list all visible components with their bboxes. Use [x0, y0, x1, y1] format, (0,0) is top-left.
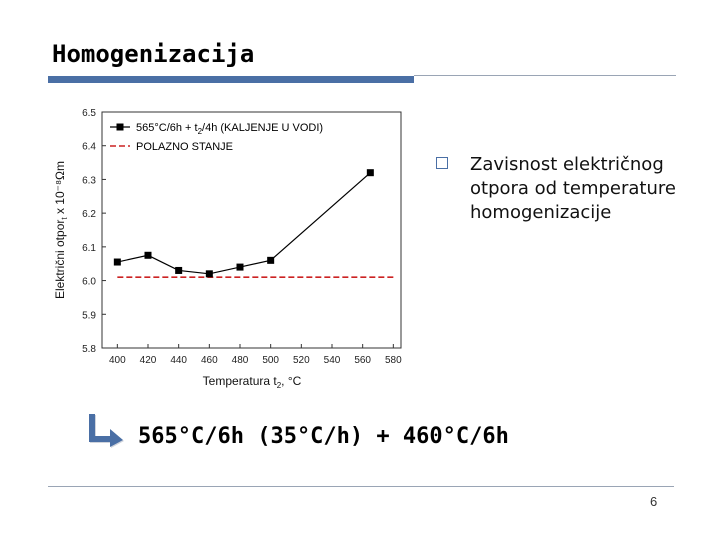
- data-point: [144, 251, 152, 259]
- resistivity-chart: 5.8 5.9 6.0 6.1 6.2 6.3 6.4 6.5 400 420 440 460 480…: [53, 108, 402, 390]
- page-number: 6: [650, 494, 658, 509]
- data-point: [113, 258, 121, 266]
- y-tick-label: 5.9: [82, 310, 96, 321]
- plot-frame: [101, 111, 402, 349]
- x-tick-label: 580: [385, 355, 402, 366]
- legend-main-marker: [116, 123, 124, 131]
- bullet-square-icon: [436, 157, 448, 169]
- x-tick-label: 520: [293, 355, 310, 366]
- legend: 565°C/6h + t2/4h (KALJENJE U VODI) POLAZ…: [110, 122, 323, 153]
- x-tick-label: 480: [232, 355, 249, 366]
- heat-treatment-formula: 565°C/6h (35°C/h) + 460°C/6h: [138, 424, 509, 449]
- y-tick-label: 6.3: [82, 175, 96, 186]
- y-tick-label: 6.5: [82, 108, 96, 119]
- x-axis-label: Temperatura t2, °C: [203, 374, 302, 390]
- bullet-text: Zavisnost električnog otpora od temperat…: [470, 154, 676, 223]
- y-axis-ticks: 5.8 5.9 6.0 6.1 6.2 6.3 6.4 6.5: [82, 108, 106, 355]
- y-tick-label: 6.1: [82, 243, 96, 254]
- x-tick-label: 560: [354, 355, 371, 366]
- data-point: [205, 270, 213, 278]
- y-tick-label: 5.8: [82, 344, 96, 355]
- legend-main-label: 565°C/6h + t2/4h (KALJENJE U VODI): [136, 122, 323, 136]
- slide-title: Homogenizacija: [52, 40, 255, 68]
- main-series-line: [117, 172, 371, 275]
- x-tick-label: 540: [324, 355, 341, 366]
- x-tick-label: 440: [170, 355, 187, 366]
- legend-reference-label: POLAZNO STANJE: [136, 141, 233, 153]
- y-tick-label: 6.2: [82, 209, 96, 220]
- data-point: [175, 266, 183, 274]
- data-point: [267, 256, 275, 264]
- bent-arrow-icon: [89, 414, 124, 448]
- main-series-points: [113, 169, 374, 278]
- y-tick-label: 6.0: [82, 277, 96, 288]
- data-point: [236, 263, 244, 271]
- x-tick-label: 460: [201, 355, 218, 366]
- x-axis-ticks: 400 420 440 460 480 500 520 540 560 580: [109, 344, 402, 366]
- y-axis-label: Električni otport x 10⁻⁸Ωm: [53, 161, 69, 299]
- footer-divider-line: [48, 486, 674, 487]
- x-tick-label: 420: [140, 355, 157, 366]
- x-tick-label: 400: [109, 355, 126, 366]
- y-tick-label: 6.4: [82, 142, 96, 153]
- data-point: [366, 169, 374, 177]
- x-tick-label: 500: [262, 355, 279, 366]
- title-accent-bar: [48, 76, 414, 83]
- title-divider-line: [414, 75, 676, 76]
